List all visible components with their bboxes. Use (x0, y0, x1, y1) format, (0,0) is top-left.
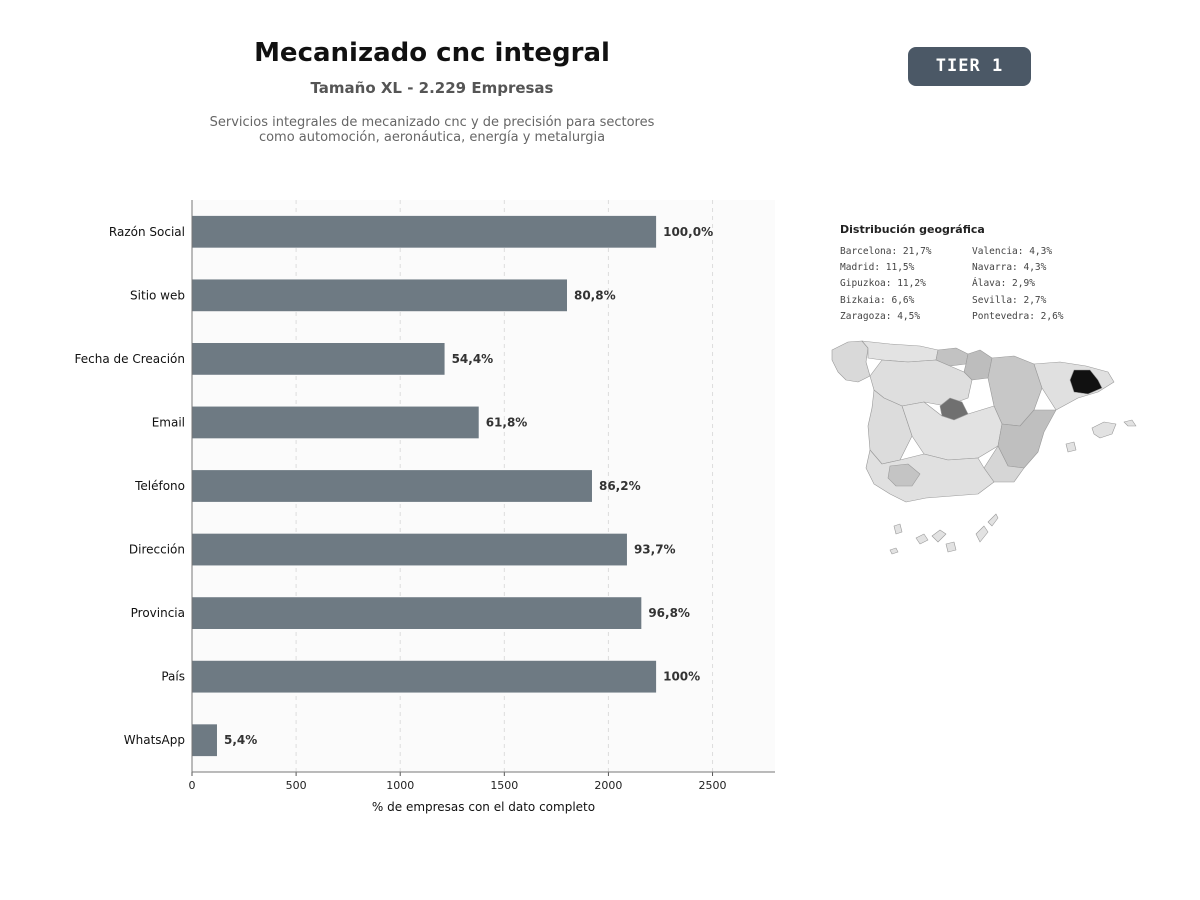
tier-badge: TIER 1 (908, 47, 1031, 86)
y-tick-label: Email (152, 415, 185, 429)
geo-item: Pontevedra: 2,6% (972, 310, 1064, 322)
map-region (889, 547, 899, 555)
bar (192, 406, 479, 439)
map-region (865, 449, 995, 503)
y-tick-label: Teléfono (134, 479, 185, 493)
chart-title: Mecanizado cnc integral (254, 38, 610, 68)
y-tick-label: Sitio web (130, 288, 185, 302)
geo-item: Valencia: 4,3% (972, 246, 1053, 257)
chart-subtitle: Tamaño XL - 2.229 Empresas (310, 79, 554, 97)
bar (192, 343, 445, 375)
map-region (975, 525, 989, 543)
chart-description: Servicios integrales de mecanizado cnc y… (182, 115, 682, 145)
bar (192, 470, 592, 502)
y-tick-label: Razón Social (109, 225, 185, 239)
data-label: 96,8% (648, 606, 690, 620)
x-tick-label: 1500 (490, 779, 518, 792)
data-label: 5,4% (224, 733, 257, 747)
y-tick-label: Fecha de Creación (75, 352, 185, 366)
geo-distribution-title: Distribución geográfica (840, 223, 985, 236)
y-tick-label: País (161, 670, 185, 684)
x-tick-label: 1000 (386, 779, 414, 792)
data-label: 100,0% (663, 225, 713, 239)
map-region (831, 340, 871, 383)
map-region (963, 349, 993, 381)
bar (192, 279, 567, 312)
map-region (861, 340, 939, 363)
bar (192, 215, 657, 248)
geo-item: Madrid: 11,5% (840, 262, 915, 274)
map-region (931, 529, 947, 543)
geo-item: Bizkaia: 6,6% (840, 294, 915, 306)
geo-distribution-list: Barcelona: 21,7% Madrid: 11,5% Gipuzkoa:… (840, 246, 1100, 327)
y-tick-label: Dirección (129, 543, 185, 557)
map-region (987, 513, 999, 527)
bar-chart: 0 500 1000 1500 2000 2500 Razón Social 100,0% Si… (75, 200, 775, 814)
x-tick-label: 0 (189, 779, 196, 792)
x-tick-label: 2500 (699, 779, 727, 792)
x-axis-label: % de empresas con el dato completo (372, 800, 595, 814)
bar (192, 660, 657, 693)
geo-item: Barcelona: 21,7% (840, 246, 932, 257)
map-region-highlight (1069, 369, 1103, 395)
data-label: 100% (663, 670, 700, 684)
geo-item: Gipuzkoa: 11,2% (840, 278, 926, 290)
map-region (915, 533, 929, 545)
geo-item: Navarra: 4,3% (972, 262, 1047, 274)
map-region (1091, 421, 1117, 439)
y-tick-label: Provincia (131, 606, 185, 620)
map-region (893, 523, 903, 535)
y-tick-label: WhatsApp (124, 733, 185, 747)
x-tick-label: 2000 (594, 779, 622, 792)
x-tick-label: 500 (286, 779, 307, 792)
bar (192, 724, 217, 757)
data-label: 54,4% (452, 352, 494, 366)
geo-item: Álava: 2,9% (972, 278, 1035, 290)
data-label: 86,2% (599, 479, 641, 493)
map-region (887, 463, 921, 487)
map-region (1065, 441, 1077, 453)
map-region (1123, 419, 1137, 427)
bar (192, 597, 642, 629)
description-line: como automoción, aeronáutica, energía y … (258, 130, 606, 145)
geo-item: Sevilla: 2,7% (972, 294, 1047, 306)
bar (192, 533, 627, 566)
geo-item: Zaragoza: 4,5% (840, 310, 921, 322)
data-label: 80,8% (574, 288, 616, 302)
data-label: 61,8% (486, 415, 528, 429)
map-region (945, 541, 957, 553)
spain-choropleth-map (831, 340, 1137, 555)
data-label: 93,7% (634, 543, 676, 557)
description-line: Servicios integrales de mecanizado cnc y… (209, 115, 655, 130)
map-region (997, 409, 1057, 469)
